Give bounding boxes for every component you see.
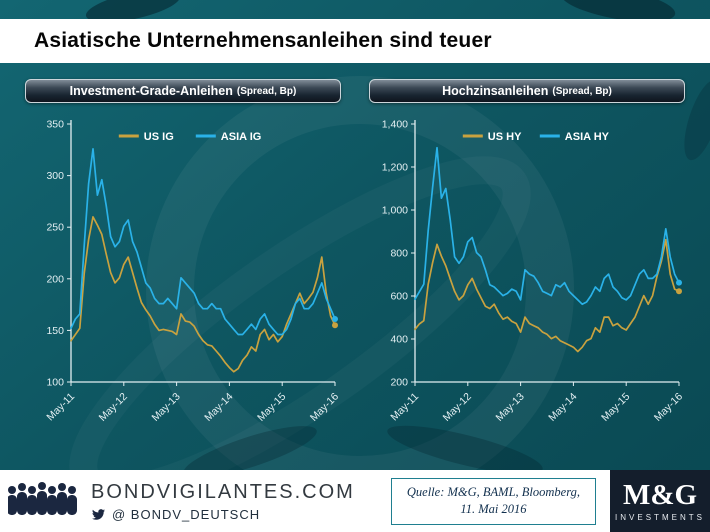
brand-text: BONDVIGILANTES.COM @ BONDV_DEUTSCH xyxy=(91,481,355,522)
svg-text:May-12: May-12 xyxy=(441,391,474,424)
source-line-1: Quelle: M&G, BAML, Bloomberg, xyxy=(406,484,580,499)
svg-text:1,200: 1,200 xyxy=(382,162,408,174)
hy-panel-subtitle: (Spread, Bp) xyxy=(552,85,612,97)
source-box: Quelle: M&G, BAML, Bloomberg, 11. Mai 20… xyxy=(390,477,596,525)
page-title: Asiatische Unternehmensanleihen sind teu… xyxy=(34,29,492,52)
svg-text:May-12: May-12 xyxy=(97,391,130,424)
site-link[interactable]: BONDVIGILANTES.COM xyxy=(91,480,355,503)
svg-text:150: 150 xyxy=(46,325,64,337)
svg-text:ASIA HY: ASIA HY xyxy=(565,131,610,143)
svg-text:350: 350 xyxy=(46,119,64,131)
ig-panel-subtitle: (Spread, Bp) xyxy=(236,85,297,97)
svg-text:May-15: May-15 xyxy=(599,391,632,424)
ig-spread-chart: 100 150 200 250 300 350 May-11 May-12 May-13 May-… xyxy=(44,119,341,424)
mg-logo: M&G INVESTMENTS xyxy=(610,470,710,532)
svg-text:1,400: 1,400 xyxy=(382,119,408,131)
svg-text:100: 100 xyxy=(46,377,64,389)
svg-text:May-11: May-11 xyxy=(44,391,77,424)
svg-text:800: 800 xyxy=(390,248,408,260)
ig-panel-header: Investment-Grade-Anleihen (Spread, Bp) xyxy=(25,79,341,103)
people-crowd-icon xyxy=(8,482,77,515)
ig-chart-panel: Investment-Grade-Anleihen (Spread, Bp) 1… xyxy=(25,79,341,444)
mg-logo-text: M&G xyxy=(622,478,698,511)
mg-logo-subtext: INVESTMENTS xyxy=(615,512,705,522)
svg-text:400: 400 xyxy=(390,334,408,346)
hy-panel-header: Hochzinsanleihen (Spread, Bp) xyxy=(369,79,685,103)
svg-text:May-14: May-14 xyxy=(546,391,579,424)
charts-row: Investment-Grade-Anleihen (Spread, Bp) 1… xyxy=(0,79,710,444)
svg-text:May-11: May-11 xyxy=(388,391,421,424)
twitter-handle[interactable]: @ BONDV_DEUTSCH xyxy=(112,506,261,522)
source-line-2: 11. Mai 2016 xyxy=(460,502,527,516)
brand-block: BONDVIGILANTES.COM @ BONDV_DEUTSCH xyxy=(0,470,355,532)
svg-text:May-15: May-15 xyxy=(255,391,288,424)
svg-text:May-13: May-13 xyxy=(149,391,182,424)
hy-panel-title: Hochzinsanleihen xyxy=(442,84,549,98)
svg-text:US IG: US IG xyxy=(144,131,174,143)
hy-spread-chart: 200 400 600 800 1,000 1,200 1,400 May-11 May-12 M… xyxy=(382,119,685,424)
svg-text:200: 200 xyxy=(390,377,408,389)
ig-panel-title: Investment-Grade-Anleihen xyxy=(69,84,233,98)
svg-text:ASIA IG: ASIA IG xyxy=(221,131,262,143)
svg-text:200: 200 xyxy=(46,273,64,285)
svg-text:May-13: May-13 xyxy=(493,391,526,424)
twitter-row: @ BONDV_DEUTSCH xyxy=(91,507,355,522)
svg-text:May-16: May-16 xyxy=(652,391,685,424)
title-band: Asiatische Unternehmensanleihen sind teu… xyxy=(0,19,710,63)
hy-chart-panel: Hochzinsanleihen (Spread, Bp) 200 400 600 8… xyxy=(369,79,685,444)
svg-text:300: 300 xyxy=(46,170,64,182)
footer: BONDVIGILANTES.COM @ BONDV_DEUTSCH Quell… xyxy=(0,470,710,532)
svg-text:250: 250 xyxy=(46,222,64,234)
svg-text:US HY: US HY xyxy=(488,131,522,143)
svg-text:1,000: 1,000 xyxy=(382,205,408,217)
svg-text:600: 600 xyxy=(390,291,408,303)
twitter-bird-icon xyxy=(92,508,105,520)
svg-text:May-16: May-16 xyxy=(308,391,341,424)
svg-text:May-14: May-14 xyxy=(202,391,235,424)
